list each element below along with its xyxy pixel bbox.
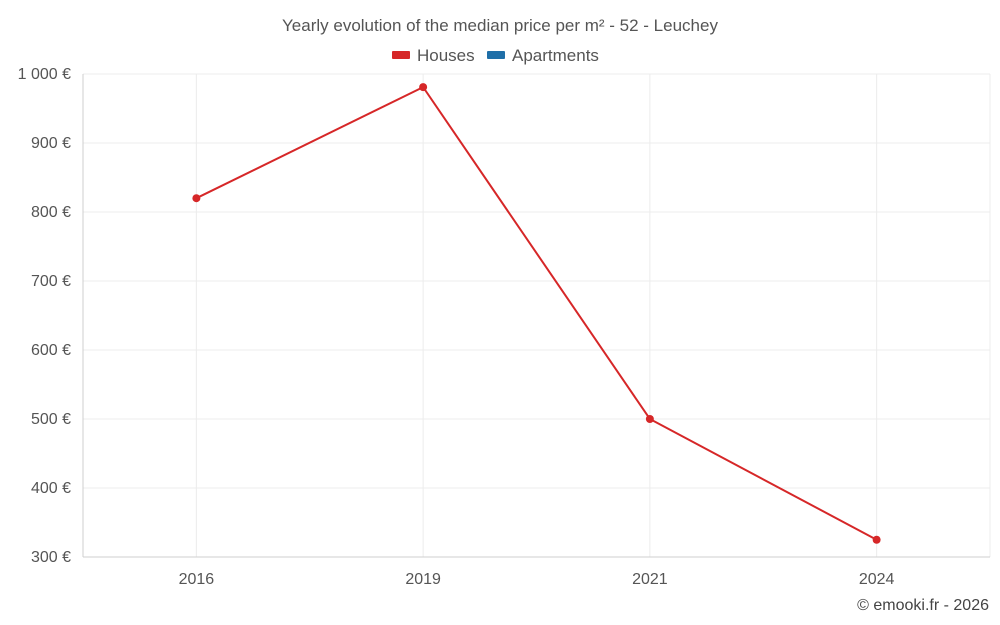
y-tick-label: 300 € [31, 549, 71, 566]
x-tick-label: 2016 [179, 571, 215, 588]
series-line-houses [196, 87, 876, 540]
gridlines [83, 74, 990, 557]
legend-item-houses[interactable]: Houses [392, 46, 475, 65]
y-tick-label: 900 € [31, 135, 71, 152]
y-tick-label: 700 € [31, 273, 71, 290]
x-tick-label: 2024 [859, 571, 895, 588]
data-point-houses[interactable] [646, 415, 654, 423]
legend-item-apartments[interactable]: Apartments [487, 46, 599, 65]
chart: Yearly evolution of the median price per… [0, 0, 1000, 625]
data-point-houses[interactable] [873, 536, 881, 544]
legend-swatch-houses [392, 51, 410, 59]
x-axis: 2016 2019 2021 2024 [83, 557, 990, 588]
chart-title: Yearly evolution of the median price per… [282, 16, 718, 35]
credit-text: © emooki.fr - 2026 [857, 597, 989, 614]
legend: Houses Apartments [392, 46, 599, 65]
y-tick-label: 600 € [31, 342, 71, 359]
data-point-houses[interactable] [192, 194, 200, 202]
plot-area [192, 83, 880, 544]
y-tick-label: 500 € [31, 411, 71, 428]
legend-swatch-apartments [487, 51, 505, 59]
x-tick-label: 2021 [632, 571, 668, 588]
y-axis: 300 € 400 € 500 € 600 € 700 € 800 € 900 € 1 000… [18, 66, 83, 566]
y-tick-label: 800 € [31, 204, 71, 221]
data-point-houses[interactable] [419, 83, 427, 91]
legend-label-houses: Houses [417, 46, 475, 65]
y-tick-label: 400 € [31, 480, 71, 497]
y-tick-label: 1 000 € [18, 66, 71, 83]
x-tick-label: 2019 [405, 571, 441, 588]
legend-label-apartments: Apartments [512, 46, 599, 65]
